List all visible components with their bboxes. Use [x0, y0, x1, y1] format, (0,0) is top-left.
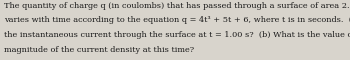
Text: magnitude of the current density at this time?: magnitude of the current density at this… [4, 46, 194, 54]
Text: the instantaneous current through the surface at t = 1.00 s?  (b) What is the va: the instantaneous current through the su… [4, 31, 350, 39]
Text: varies with time according to the equation q = 4t³ + 5t + 6, where t is in secon: varies with time according to the equati… [4, 16, 350, 24]
Text: The quantity of charge q (in coulombs) that has passed through a surface of area: The quantity of charge q (in coulombs) t… [4, 2, 350, 10]
